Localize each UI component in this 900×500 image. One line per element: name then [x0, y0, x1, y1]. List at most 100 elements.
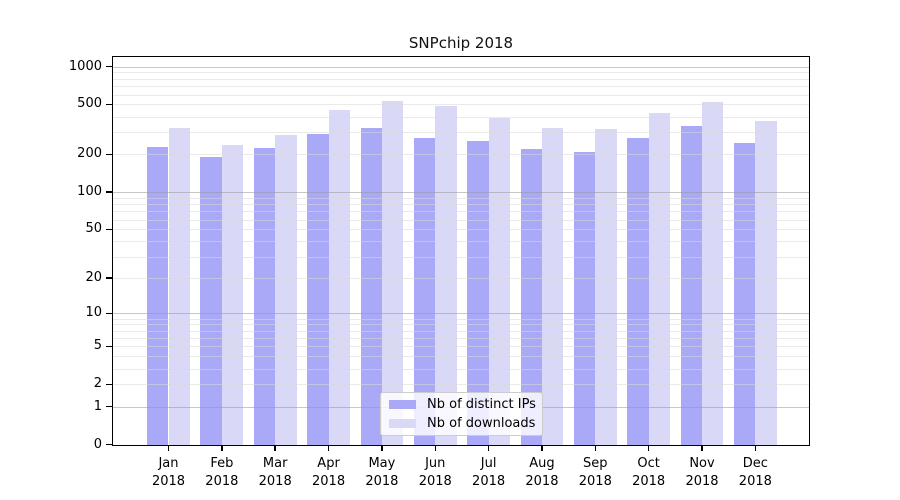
gridline-minor [113, 204, 809, 206]
x-tick-mark [381, 445, 383, 451]
bar-downloads-nov [702, 101, 724, 445]
x-tick-month: May [368, 456, 396, 471]
y-tick-mark [106, 228, 113, 231]
bar-distinct-ips-aug [520, 148, 542, 445]
chart-title: SNPchip 2018 [408, 34, 514, 52]
legend-label-distinct-ips: Nb of distinct IPs [427, 396, 536, 412]
y-tick-mark [106, 191, 113, 193]
bar-downloads-mar [275, 135, 297, 445]
gridline-minor [113, 256, 809, 258]
x-tick-year: 2018 [418, 473, 452, 489]
x-tick-mark [167, 445, 170, 451]
x-tick-year: 2018 [685, 473, 719, 489]
x-tick-mark [434, 445, 436, 451]
legend: Nb of distinct IPs Nb of downloads [380, 392, 543, 436]
gridline-minor [113, 368, 809, 370]
x-tick-label-apr: Apr 2018 [299, 455, 359, 490]
gridline-minor [113, 324, 809, 326]
x-tick-year: 2018 [312, 473, 346, 489]
gridline-minor [113, 338, 809, 340]
bar-distinct-ips-nov [680, 126, 702, 445]
x-tick-label-mar: Mar 2018 [245, 455, 305, 490]
x-tick-label-feb: Feb 2018 [192, 455, 252, 490]
gridline-minor [113, 211, 809, 213]
gridline-minor [113, 86, 809, 88]
x-tick-month: Jan [158, 456, 179, 471]
y-tick-mark [106, 383, 113, 386]
y-tick-mark [106, 103, 113, 106]
bar-downloads-may [381, 100, 404, 445]
gridline-minor [113, 330, 809, 332]
bar-distinct-ips-jan [147, 146, 169, 445]
bar-distinct-ips-mar [253, 148, 276, 445]
gridline-minor [113, 277, 809, 279]
bar-distinct-ips-dec [733, 143, 756, 445]
gridline-minor [113, 356, 809, 358]
gridline-minor [113, 132, 809, 134]
x-tick-mark [754, 445, 757, 451]
x-tick-month: Jun [425, 456, 446, 471]
y-tick-label: 5 [93, 338, 102, 354]
x-tick-label-may: May 2018 [352, 455, 412, 490]
x-tick-year: 2018 [151, 473, 186, 489]
gridline-minor [113, 94, 809, 96]
x-tick-label-dec: Dec 2018 [725, 455, 785, 490]
y-tick-label: 0 [93, 436, 102, 452]
y-tick-label: 1000 [68, 58, 102, 74]
x-tick-label-jul: Jul 2018 [459, 455, 519, 490]
x-tick-year: 2018 [472, 473, 506, 489]
y-tick-label: 10 [85, 305, 102, 321]
x-tick-year: 2018 [738, 473, 772, 489]
x-tick-year: 2018 [525, 473, 559, 489]
y-tick-mark [106, 405, 113, 408]
x-tick-mark [701, 445, 703, 451]
bar-distinct-ips-feb [200, 157, 222, 445]
x-tick-month: Jul [480, 456, 497, 471]
x-tick-mark [327, 445, 330, 451]
bar-downloads-sep [595, 128, 617, 445]
y-tick-label: 200 [77, 146, 102, 162]
bar-distinct-ips-sep [573, 151, 596, 445]
y-tick-label: 50 [85, 221, 102, 237]
gridline-minor [113, 116, 809, 118]
plot-area [113, 57, 809, 445]
gridline-minor [113, 384, 809, 386]
x-tick-mark [487, 445, 490, 451]
bar-downloads-feb [221, 144, 244, 445]
x-tick-mark [221, 445, 223, 451]
bar-downloads-jun [435, 106, 457, 445]
y-tick-mark [106, 345, 113, 348]
bar-downloads-apr [328, 110, 350, 445]
x-tick-month: Mar [262, 456, 288, 471]
gridline-minor [113, 78, 809, 80]
gridline-minor [113, 219, 809, 221]
y-tick-mark [106, 65, 113, 68]
bar-distinct-ips-apr [307, 134, 329, 445]
x-tick-year: 2018 [205, 473, 239, 489]
gridline-major [113, 313, 809, 315]
x-tick-label-nov: Nov 2018 [672, 455, 732, 490]
x-tick-mark [594, 445, 597, 451]
x-tick-year: 2018 [365, 473, 399, 489]
gridline-minor [113, 229, 809, 231]
gridline-minor [113, 104, 809, 106]
y-tick-label: 1 [93, 398, 102, 414]
x-tick-mark [647, 445, 650, 451]
x-tick-mark [541, 445, 543, 451]
x-tick-month: Nov [689, 456, 715, 471]
x-tick-month: Apr [317, 456, 340, 471]
bar-distinct-ips-jun [413, 138, 436, 445]
x-tick-label-oct: Oct 2018 [619, 455, 679, 490]
x-tick-label-sep: Sep 2018 [565, 455, 625, 490]
bar-distinct-ips-may [360, 127, 382, 445]
bar-downloads-dec [755, 120, 777, 445]
legend-entry-downloads: Nb of downloads [389, 416, 535, 432]
y-tick-label: 500 [77, 96, 102, 112]
y-tick-mark [106, 153, 113, 156]
x-tick-label-aug: Aug 2018 [512, 455, 572, 490]
gridline-minor [113, 318, 809, 320]
gridline-major [113, 192, 809, 194]
gridline-minor [113, 197, 809, 199]
x-tick-year: 2018 [632, 473, 666, 489]
